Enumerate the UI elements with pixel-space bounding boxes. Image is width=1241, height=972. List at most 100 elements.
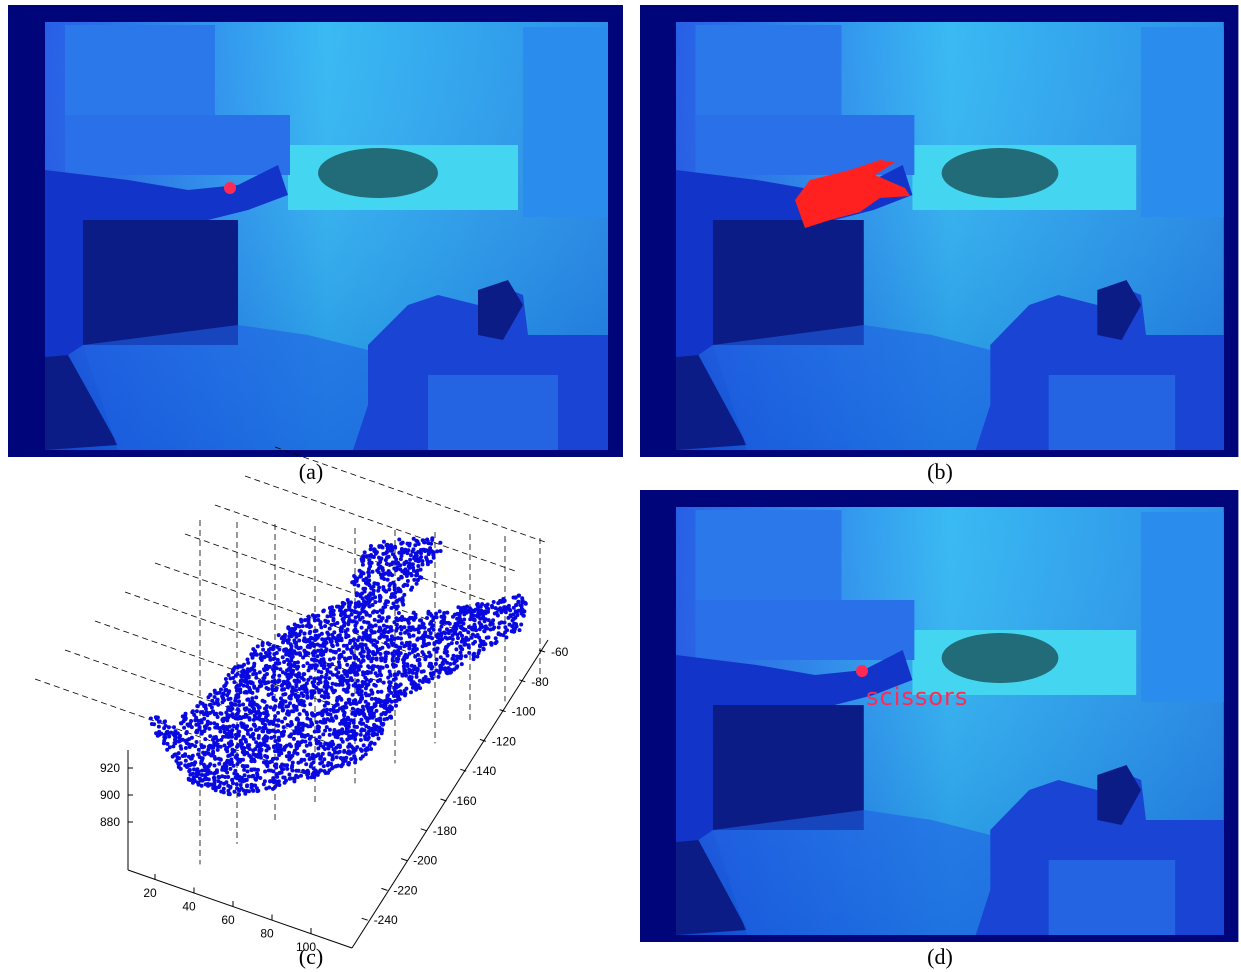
cloud-point <box>374 727 378 731</box>
cloud-point <box>455 633 459 637</box>
cloud-point <box>236 724 240 728</box>
cloud-point <box>366 651 370 655</box>
cloud-point <box>325 725 329 729</box>
cloud-point <box>230 714 234 718</box>
cloud-point <box>316 746 320 750</box>
cloud-point <box>445 627 449 631</box>
cloud-point <box>396 659 400 663</box>
cloud-point <box>296 731 300 735</box>
cloud-point <box>408 558 412 562</box>
cloud-point <box>365 580 369 584</box>
cloud-point <box>276 719 280 723</box>
cloud-point <box>462 622 466 626</box>
cloud-point <box>448 629 452 633</box>
tick-mark <box>421 829 427 831</box>
cloud-point <box>399 557 403 561</box>
cloud-point <box>369 741 373 745</box>
cloud-point <box>262 679 266 683</box>
cloud-point <box>340 719 344 723</box>
cloud-point <box>373 639 377 643</box>
tick-mark <box>362 918 368 920</box>
cloud-point <box>344 705 348 709</box>
cloud-point <box>247 686 251 690</box>
cloud-point <box>512 606 516 610</box>
cloud-point <box>347 698 351 702</box>
cloud-point <box>387 680 391 684</box>
cloud-point <box>380 646 384 650</box>
cloud-point <box>302 632 306 636</box>
cloud-point <box>379 619 383 623</box>
cloud-point <box>503 605 507 609</box>
cloud-point <box>294 743 298 747</box>
cloud-point <box>395 561 399 565</box>
cloud-point <box>331 682 335 686</box>
cloud-point <box>379 628 383 632</box>
cloud-point <box>404 674 408 678</box>
cloud-point <box>320 644 324 648</box>
cloud-point <box>329 614 333 618</box>
cloud-point <box>377 544 381 548</box>
cloud-point <box>331 765 335 769</box>
cloud-point <box>503 599 507 603</box>
cloud-point <box>477 649 481 653</box>
cloud-point <box>243 708 247 712</box>
cloud-point <box>249 727 253 731</box>
cloud-point <box>265 735 269 739</box>
cloud-point <box>342 602 346 606</box>
cloud-point <box>296 624 300 628</box>
cloud-point <box>416 627 420 631</box>
cloud-point <box>400 692 404 696</box>
cloud-point <box>356 638 360 642</box>
cloud-point <box>271 776 275 780</box>
cloud-point <box>431 550 435 554</box>
cloud-point <box>385 619 389 623</box>
cloud-point <box>334 715 338 719</box>
panel-label: (c) <box>299 944 323 969</box>
cloud-point <box>402 664 406 668</box>
cloud-point <box>378 719 382 723</box>
cloud-point <box>379 565 383 569</box>
cloud-point <box>367 571 371 575</box>
cloud-point <box>276 746 280 750</box>
cloud-point <box>323 729 327 733</box>
cloud-point <box>402 584 406 588</box>
cloud-point <box>328 719 332 723</box>
cloud-point <box>377 636 381 640</box>
cloud-point <box>412 611 416 615</box>
cloud-point <box>416 564 420 568</box>
cloud-point <box>499 608 503 612</box>
cloud-point <box>252 662 256 666</box>
cloud-point <box>328 712 332 716</box>
cloud-point <box>275 651 279 655</box>
cloud-point <box>348 656 352 660</box>
cloud-point <box>421 538 425 542</box>
cloud-point <box>353 609 357 613</box>
cloud-point <box>430 667 434 671</box>
cloud-point <box>240 787 244 791</box>
cloud-point <box>304 762 308 766</box>
cloud-point <box>358 699 362 703</box>
cloud-point <box>391 552 395 556</box>
cloud-point <box>314 663 318 667</box>
cloud-point <box>350 651 354 655</box>
cloud-point <box>355 644 359 648</box>
cloud-point <box>360 654 364 658</box>
cloud-point <box>271 757 275 761</box>
cloud-point <box>497 631 501 635</box>
cloud-point <box>448 662 452 666</box>
cloud-point <box>236 734 240 738</box>
cloud-point <box>254 695 258 699</box>
cloud-point <box>274 688 278 692</box>
cloud-point <box>165 748 169 752</box>
cloud-point <box>346 622 350 626</box>
cloud-point <box>263 779 267 783</box>
grid-line <box>275 447 545 542</box>
cloud-point <box>207 727 211 731</box>
cloud-point <box>272 745 276 749</box>
cloud-point <box>257 736 261 740</box>
cloud-point <box>253 753 257 757</box>
cloud-point <box>402 669 406 673</box>
cloud-point <box>249 667 253 671</box>
cloud-point <box>357 712 361 716</box>
x-tick-label: 80 <box>260 927 274 941</box>
